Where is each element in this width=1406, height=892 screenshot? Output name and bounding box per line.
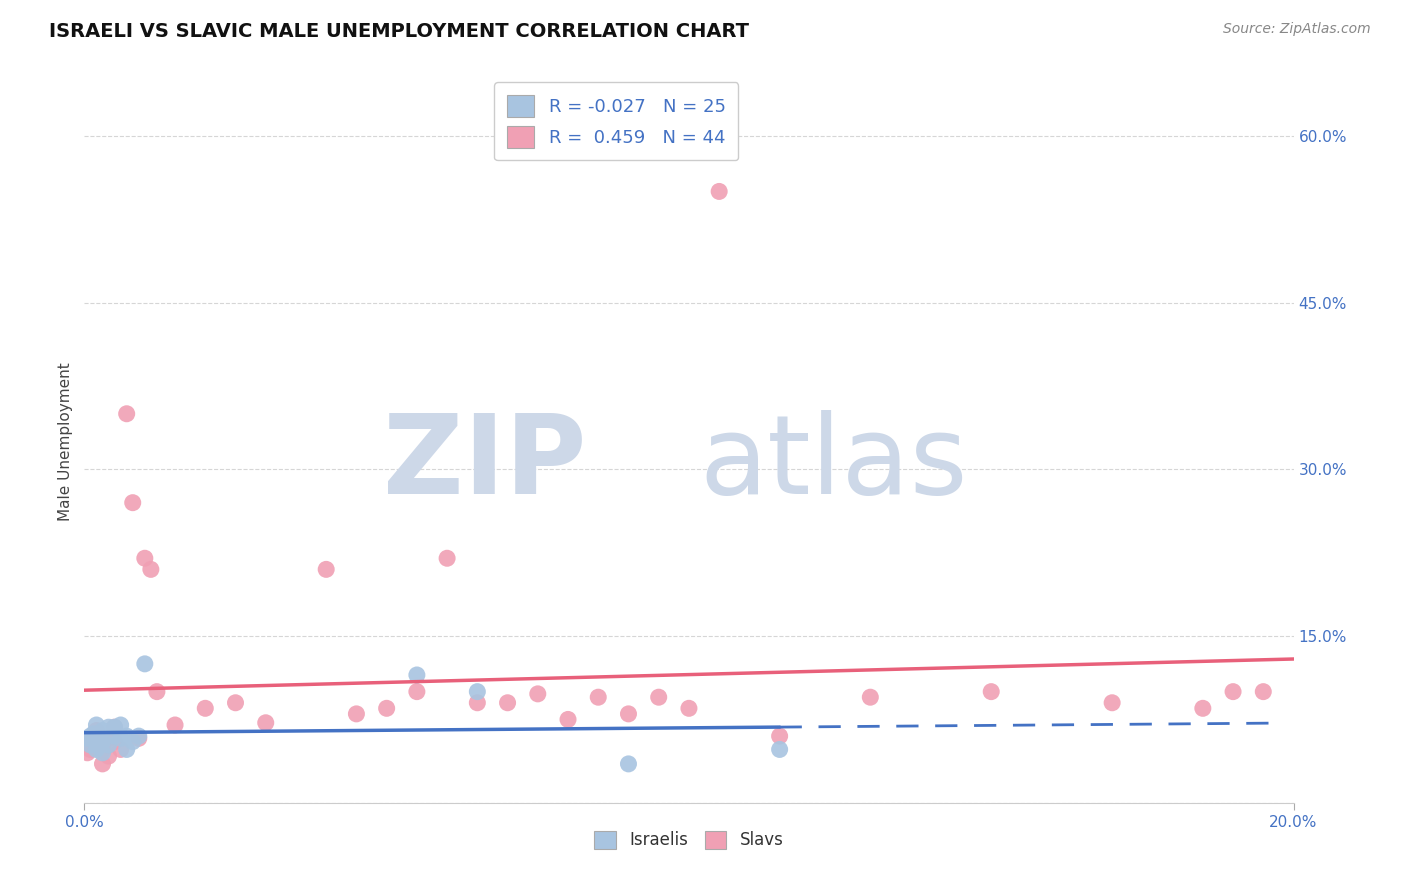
Y-axis label: Male Unemployment: Male Unemployment	[58, 362, 73, 521]
Point	[557, 713, 579, 727]
Point	[194, 701, 217, 715]
Point	[121, 496, 143, 510]
Point	[859, 690, 882, 705]
Point	[76, 746, 98, 760]
Point	[436, 551, 458, 566]
Point	[115, 729, 138, 743]
Text: ISRAELI VS SLAVIC MALE UNEMPLOYMENT CORRELATION CHART: ISRAELI VS SLAVIC MALE UNEMPLOYMENT CORR…	[49, 22, 749, 41]
Point	[648, 690, 671, 705]
Legend: Israelis, Slavs: Israelis, Slavs	[588, 824, 790, 856]
Point	[496, 696, 519, 710]
Point	[346, 706, 368, 721]
Point	[91, 723, 114, 738]
Point	[134, 657, 156, 671]
Point	[97, 749, 120, 764]
Point	[406, 684, 429, 698]
Point	[79, 738, 101, 752]
Point	[165, 718, 187, 732]
Point	[254, 715, 277, 730]
Point	[406, 668, 429, 682]
Point	[1253, 684, 1275, 698]
Point	[97, 720, 120, 734]
Point	[115, 407, 138, 421]
Point	[588, 690, 610, 705]
Point	[104, 734, 127, 748]
Point	[91, 746, 114, 760]
Point	[104, 729, 127, 743]
Point	[769, 742, 792, 756]
Point	[110, 742, 132, 756]
Point	[467, 684, 489, 698]
Point	[86, 731, 108, 746]
Point	[97, 731, 120, 746]
Point	[91, 756, 114, 771]
Point	[91, 734, 114, 748]
Text: atlas: atlas	[700, 409, 969, 516]
Point	[86, 738, 108, 752]
Point	[91, 742, 114, 756]
Point	[315, 562, 337, 576]
Text: ZIP: ZIP	[382, 409, 586, 516]
Point	[115, 742, 138, 756]
Point	[225, 696, 247, 710]
Point	[86, 723, 108, 738]
Point	[1101, 696, 1123, 710]
Point	[104, 720, 127, 734]
Point	[375, 701, 398, 715]
Point	[1222, 684, 1244, 698]
Point	[121, 734, 143, 748]
Point	[1192, 701, 1215, 715]
Point	[134, 551, 156, 566]
Point	[617, 706, 640, 721]
Point	[110, 718, 132, 732]
Point	[980, 684, 1002, 698]
Point	[146, 684, 169, 698]
Point	[76, 731, 98, 746]
Point	[86, 742, 108, 756]
Point	[79, 731, 101, 746]
Point	[91, 734, 114, 748]
Point	[769, 729, 792, 743]
Point	[97, 738, 120, 752]
Point	[467, 696, 489, 710]
Point	[86, 718, 108, 732]
Point	[128, 731, 150, 746]
Point	[139, 562, 162, 576]
Point	[82, 727, 104, 741]
Point	[709, 185, 731, 199]
Point	[110, 731, 132, 746]
Point	[79, 729, 101, 743]
Text: Source: ZipAtlas.com: Source: ZipAtlas.com	[1223, 22, 1371, 37]
Point	[678, 701, 700, 715]
Point	[617, 756, 640, 771]
Point	[104, 720, 127, 734]
Point	[128, 729, 150, 743]
Point	[79, 742, 101, 756]
Point	[527, 687, 550, 701]
